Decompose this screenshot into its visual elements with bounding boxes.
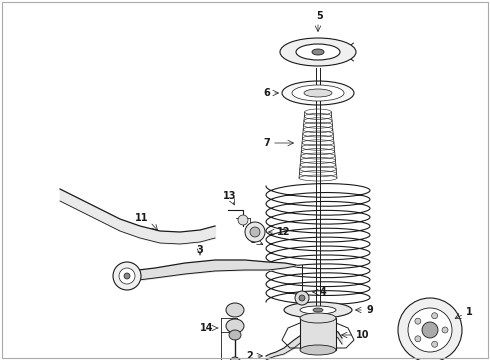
- Circle shape: [398, 298, 462, 360]
- Circle shape: [415, 318, 421, 324]
- Ellipse shape: [229, 330, 241, 340]
- Circle shape: [245, 222, 265, 242]
- Ellipse shape: [280, 38, 356, 66]
- Text: 5: 5: [317, 11, 323, 21]
- Ellipse shape: [304, 89, 332, 97]
- Text: 4: 4: [320, 287, 327, 297]
- Circle shape: [422, 322, 438, 338]
- Circle shape: [250, 227, 260, 237]
- Ellipse shape: [296, 44, 340, 60]
- Circle shape: [432, 313, 438, 319]
- Text: 8: 8: [249, 235, 256, 245]
- Ellipse shape: [292, 85, 344, 101]
- Circle shape: [295, 291, 309, 305]
- Text: 2: 2: [246, 351, 253, 360]
- Ellipse shape: [226, 319, 244, 333]
- Circle shape: [442, 327, 448, 333]
- Ellipse shape: [284, 302, 352, 318]
- Text: 3: 3: [196, 245, 203, 255]
- Text: 13: 13: [223, 191, 237, 201]
- Text: 7: 7: [263, 138, 270, 148]
- Ellipse shape: [226, 303, 244, 317]
- Bar: [300, 318, 336, 350]
- Circle shape: [119, 268, 135, 284]
- Ellipse shape: [312, 49, 324, 55]
- Text: 12: 12: [277, 227, 291, 237]
- Circle shape: [238, 215, 248, 225]
- Circle shape: [299, 295, 305, 301]
- Text: 14: 14: [199, 323, 213, 333]
- Ellipse shape: [300, 345, 336, 355]
- Circle shape: [124, 273, 130, 279]
- Ellipse shape: [300, 313, 336, 323]
- Text: 1: 1: [466, 307, 473, 317]
- Text: 6: 6: [263, 88, 270, 98]
- Text: 10: 10: [356, 330, 369, 340]
- Ellipse shape: [282, 81, 354, 105]
- Text: 11: 11: [134, 213, 148, 223]
- Circle shape: [113, 262, 141, 290]
- Text: 9: 9: [366, 305, 373, 315]
- Circle shape: [432, 341, 438, 347]
- Ellipse shape: [313, 308, 323, 312]
- Circle shape: [415, 336, 421, 342]
- Circle shape: [230, 357, 240, 360]
- Ellipse shape: [300, 306, 336, 314]
- Circle shape: [408, 308, 452, 352]
